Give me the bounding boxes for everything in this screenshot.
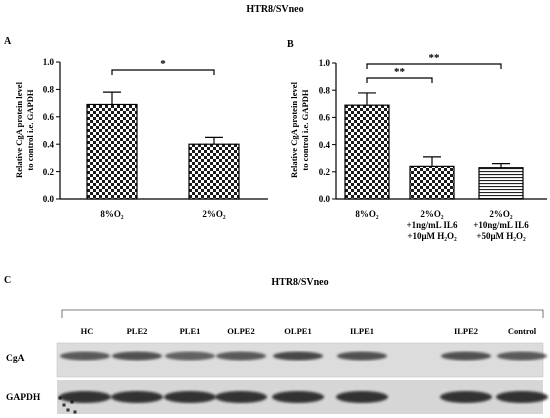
- bar: [86, 103, 138, 200]
- blot-speckle: [58, 396, 62, 400]
- y-tick-label: 0.2: [319, 167, 331, 177]
- y-tick-label: 0.6: [43, 112, 55, 122]
- gapdh-band: [272, 391, 324, 403]
- lane-label: Control: [508, 326, 537, 336]
- significance-bracket: [366, 63, 502, 69]
- y-tick-label: 0.0: [43, 194, 55, 204]
- blot-speckle: [66, 408, 70, 412]
- y-tick-label: 0.8: [319, 85, 331, 95]
- y-tick-label: 0.0: [319, 194, 331, 204]
- lane-label: OLPE1: [284, 326, 311, 336]
- cga-band: [112, 351, 162, 361]
- y-tick-label: 1.0: [319, 58, 331, 68]
- y-tick-label: 0.4: [43, 139, 55, 149]
- y-tick-label: 0.2: [43, 167, 55, 177]
- x-category-label: 2%O₂: [202, 209, 226, 219]
- gapdh-band: [440, 391, 492, 403]
- lane-label: ILPE2: [454, 326, 478, 336]
- y-axis-label: to control i.e. GAPDH: [25, 89, 35, 171]
- y-tick-label: 0.4: [319, 140, 331, 150]
- cga-band: [60, 351, 110, 361]
- cga-band: [216, 351, 266, 361]
- cga-band: [337, 351, 387, 361]
- x-category-label: +50μM H₂O₂: [476, 231, 526, 241]
- x-category-label: +1ng/mL IL6: [407, 220, 458, 230]
- gapdh-band: [215, 391, 267, 403]
- x-category-label: 2%O₂: [489, 209, 513, 219]
- y-tick-label: 0.8: [43, 85, 55, 95]
- x-category-label: +10ng/mL IL6: [473, 220, 529, 230]
- significance-marker: **: [394, 66, 406, 78]
- y-tick-label: 1.0: [43, 57, 55, 67]
- significance-bracket: [366, 77, 433, 83]
- panel-b-chart: B Relative CgA protein level to control i…: [287, 39, 547, 241]
- blot-speckle: [73, 410, 77, 414]
- lane-label: OLPE2: [227, 326, 254, 336]
- gapdh-band: [164, 391, 216, 403]
- gapdh-band: [336, 391, 388, 403]
- panel-c-blot: C HTR8/SVneo HC PLE2 PLE1 OLPE2 OLPE1 ILPE1 IL…: [4, 275, 548, 414]
- cga-band: [441, 351, 491, 361]
- x-category-label: 8%O₂: [100, 209, 124, 219]
- panel-a-chart: A Relative CgA protein level to control i…: [4, 36, 268, 219]
- gapdh-band: [496, 391, 548, 403]
- cga-band: [165, 351, 215, 361]
- y-axis-label: to control i.e. GAPDH: [300, 89, 310, 171]
- row-label-gapdh: GAPDH: [6, 393, 41, 403]
- y-tick-label: 0.6: [319, 113, 331, 123]
- panel-c-letter: C: [4, 275, 11, 286]
- x-category-label: 2%O₂: [420, 209, 444, 219]
- panel-a-letter: A: [4, 36, 12, 47]
- panel-b-letter: B: [287, 39, 294, 50]
- bar: [344, 104, 390, 200]
- gapdh-bands: [58, 391, 548, 414]
- y-axis-label: Relative CgA protein level: [289, 81, 299, 178]
- cga-band: [273, 351, 323, 361]
- bar: [188, 143, 240, 200]
- y-axis-label: Relative CgA protein level: [14, 81, 24, 178]
- gapdh-band: [111, 391, 163, 403]
- blot-lane-bracket: [61, 309, 544, 318]
- gapdh-band: [59, 391, 111, 403]
- lane-label: ILPE1: [350, 326, 374, 336]
- blot-title: HTR8/SVneo: [271, 277, 328, 288]
- x-category-label: +10μM H₂O₂: [407, 231, 457, 241]
- blot-speckle: [62, 403, 66, 407]
- significance-bracket: [111, 69, 215, 75]
- bar: [409, 165, 455, 200]
- figure-title: HTR8/SVneo: [246, 4, 303, 15]
- lane-label: PLE1: [180, 326, 201, 336]
- bar: [478, 167, 524, 200]
- x-category-label: 8%O₂: [355, 209, 379, 219]
- cga-band: [497, 351, 547, 361]
- cga-bands: [60, 351, 547, 361]
- lane-label: PLE2: [127, 326, 148, 336]
- lane-label: HC: [81, 326, 94, 336]
- significance-marker: **: [429, 52, 441, 64]
- row-label-cga: CgA: [6, 354, 25, 364]
- lane-labels: HC PLE2 PLE1 OLPE2 OLPE1 ILPE1 ILPE2 Control: [81, 326, 537, 336]
- blot-speckle: [70, 400, 74, 404]
- significance-marker: *: [160, 58, 166, 70]
